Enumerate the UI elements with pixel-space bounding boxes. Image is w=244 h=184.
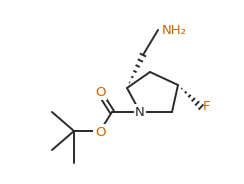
Text: O: O [95, 125, 105, 139]
Text: F: F [203, 100, 211, 114]
Text: N: N [135, 105, 145, 118]
Text: O: O [95, 86, 105, 98]
Text: NH₂: NH₂ [162, 24, 187, 36]
